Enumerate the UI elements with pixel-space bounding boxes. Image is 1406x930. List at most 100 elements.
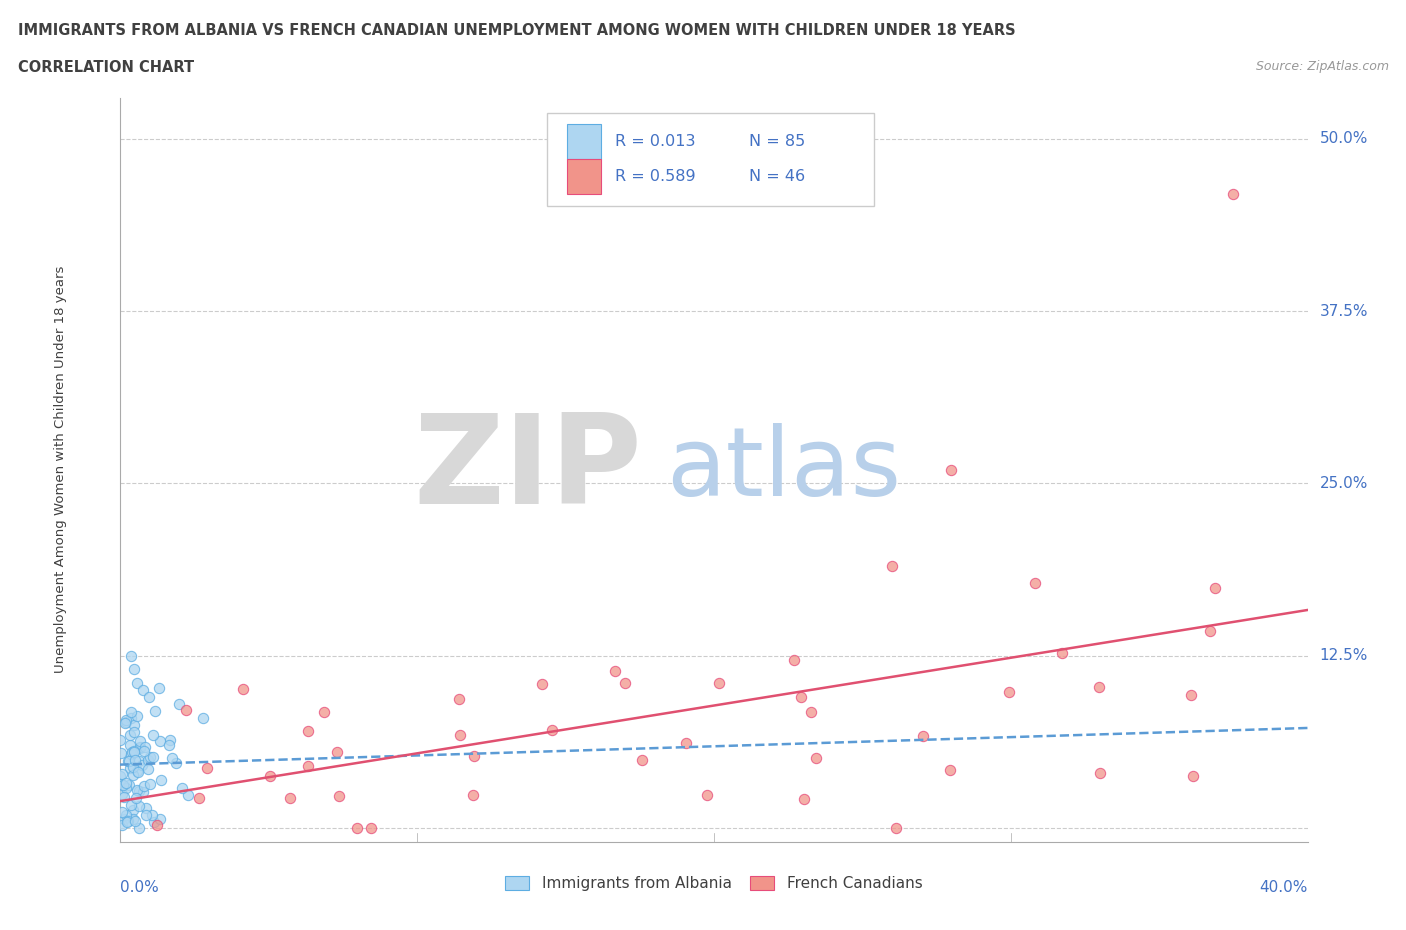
Point [138,689,160,704]
Point [463,749,485,764]
Point [531,677,554,692]
Point [127,764,149,779]
Text: R = 0.013: R = 0.013 [614,134,696,149]
Point [911,729,934,744]
Point [132,778,155,793]
Point [149,812,172,827]
Point [142,814,165,829]
Point [326,745,349,760]
Text: Source: ZipAtlas.com: Source: ZipAtlas.com [1256,60,1389,73]
Point [139,750,162,764]
Point [114,712,136,727]
Point [605,664,627,679]
Point [540,723,562,737]
Point [1088,765,1111,780]
Point [1024,576,1046,591]
Bar [568,124,600,159]
Point [297,758,319,773]
Point [146,817,169,832]
Point [188,790,211,805]
Point [125,782,148,797]
Point [118,727,141,742]
Point [132,683,155,698]
Point [125,790,148,805]
Point [110,733,132,748]
Point [115,776,138,790]
Point [613,675,636,690]
Point [127,676,149,691]
Point [1180,688,1202,703]
Point [696,788,718,803]
Point [177,788,200,803]
Point [134,743,156,758]
Text: atlas: atlas [666,423,901,516]
Point [141,808,163,823]
Point [120,711,142,725]
Point [165,755,187,770]
Point [124,662,146,677]
Point [191,711,214,725]
Bar [568,159,600,194]
Point [122,744,145,759]
Point [886,820,908,835]
Point [1088,680,1111,695]
Point [160,751,183,765]
Point [131,784,153,799]
Point [120,747,142,762]
Point [675,736,697,751]
Point [127,764,149,778]
Point [117,753,139,768]
Point [159,733,181,748]
Point [131,757,153,772]
Text: N = 85: N = 85 [749,134,806,149]
Point [117,814,139,829]
Point [112,790,135,804]
Point [128,739,150,754]
Point [157,737,180,752]
Point [122,724,145,739]
Point [783,653,806,668]
Point [463,788,485,803]
Point [115,815,138,830]
Point [112,812,135,827]
Text: N = 46: N = 46 [749,169,806,184]
Point [1050,645,1073,660]
Point [110,746,132,761]
Point [804,751,827,765]
Point [314,705,336,720]
Point [880,559,903,574]
Point [939,462,962,477]
Point [110,777,132,791]
Point [707,675,730,690]
Point [148,681,170,696]
Point [259,768,281,783]
Text: 37.5%: 37.5% [1319,304,1368,319]
Point [232,682,254,697]
Point [346,820,368,835]
Point [118,777,141,792]
Point [114,715,136,730]
Point [938,763,960,777]
Point [128,820,150,835]
Point [1199,624,1222,639]
Point [121,767,143,782]
Text: IMMIGRANTS FROM ALBANIA VS FRENCH CANADIAN UNEMPLOYMENT AMONG WOMEN WITH CHILDRE: IMMIGRANTS FROM ALBANIA VS FRENCH CANADI… [18,23,1017,38]
Point [121,745,143,760]
Point [124,814,146,829]
Point [120,737,142,752]
Legend: Immigrants from Albania, French Canadians: Immigrants from Albania, French Canadian… [499,870,928,897]
Point [120,797,142,812]
Point [360,820,382,835]
Point [122,812,145,827]
Point [174,702,197,717]
Point [135,808,157,823]
Point [328,788,350,803]
Point [111,777,134,792]
Point [998,684,1021,699]
Point [111,804,134,819]
Text: Unemployment Among Women with Children Under 18 years: Unemployment Among Women with Children U… [53,266,66,673]
Point [117,753,139,768]
Text: CORRELATION CHART: CORRELATION CHART [18,60,194,75]
Point [128,799,150,814]
FancyBboxPatch shape [547,113,875,206]
